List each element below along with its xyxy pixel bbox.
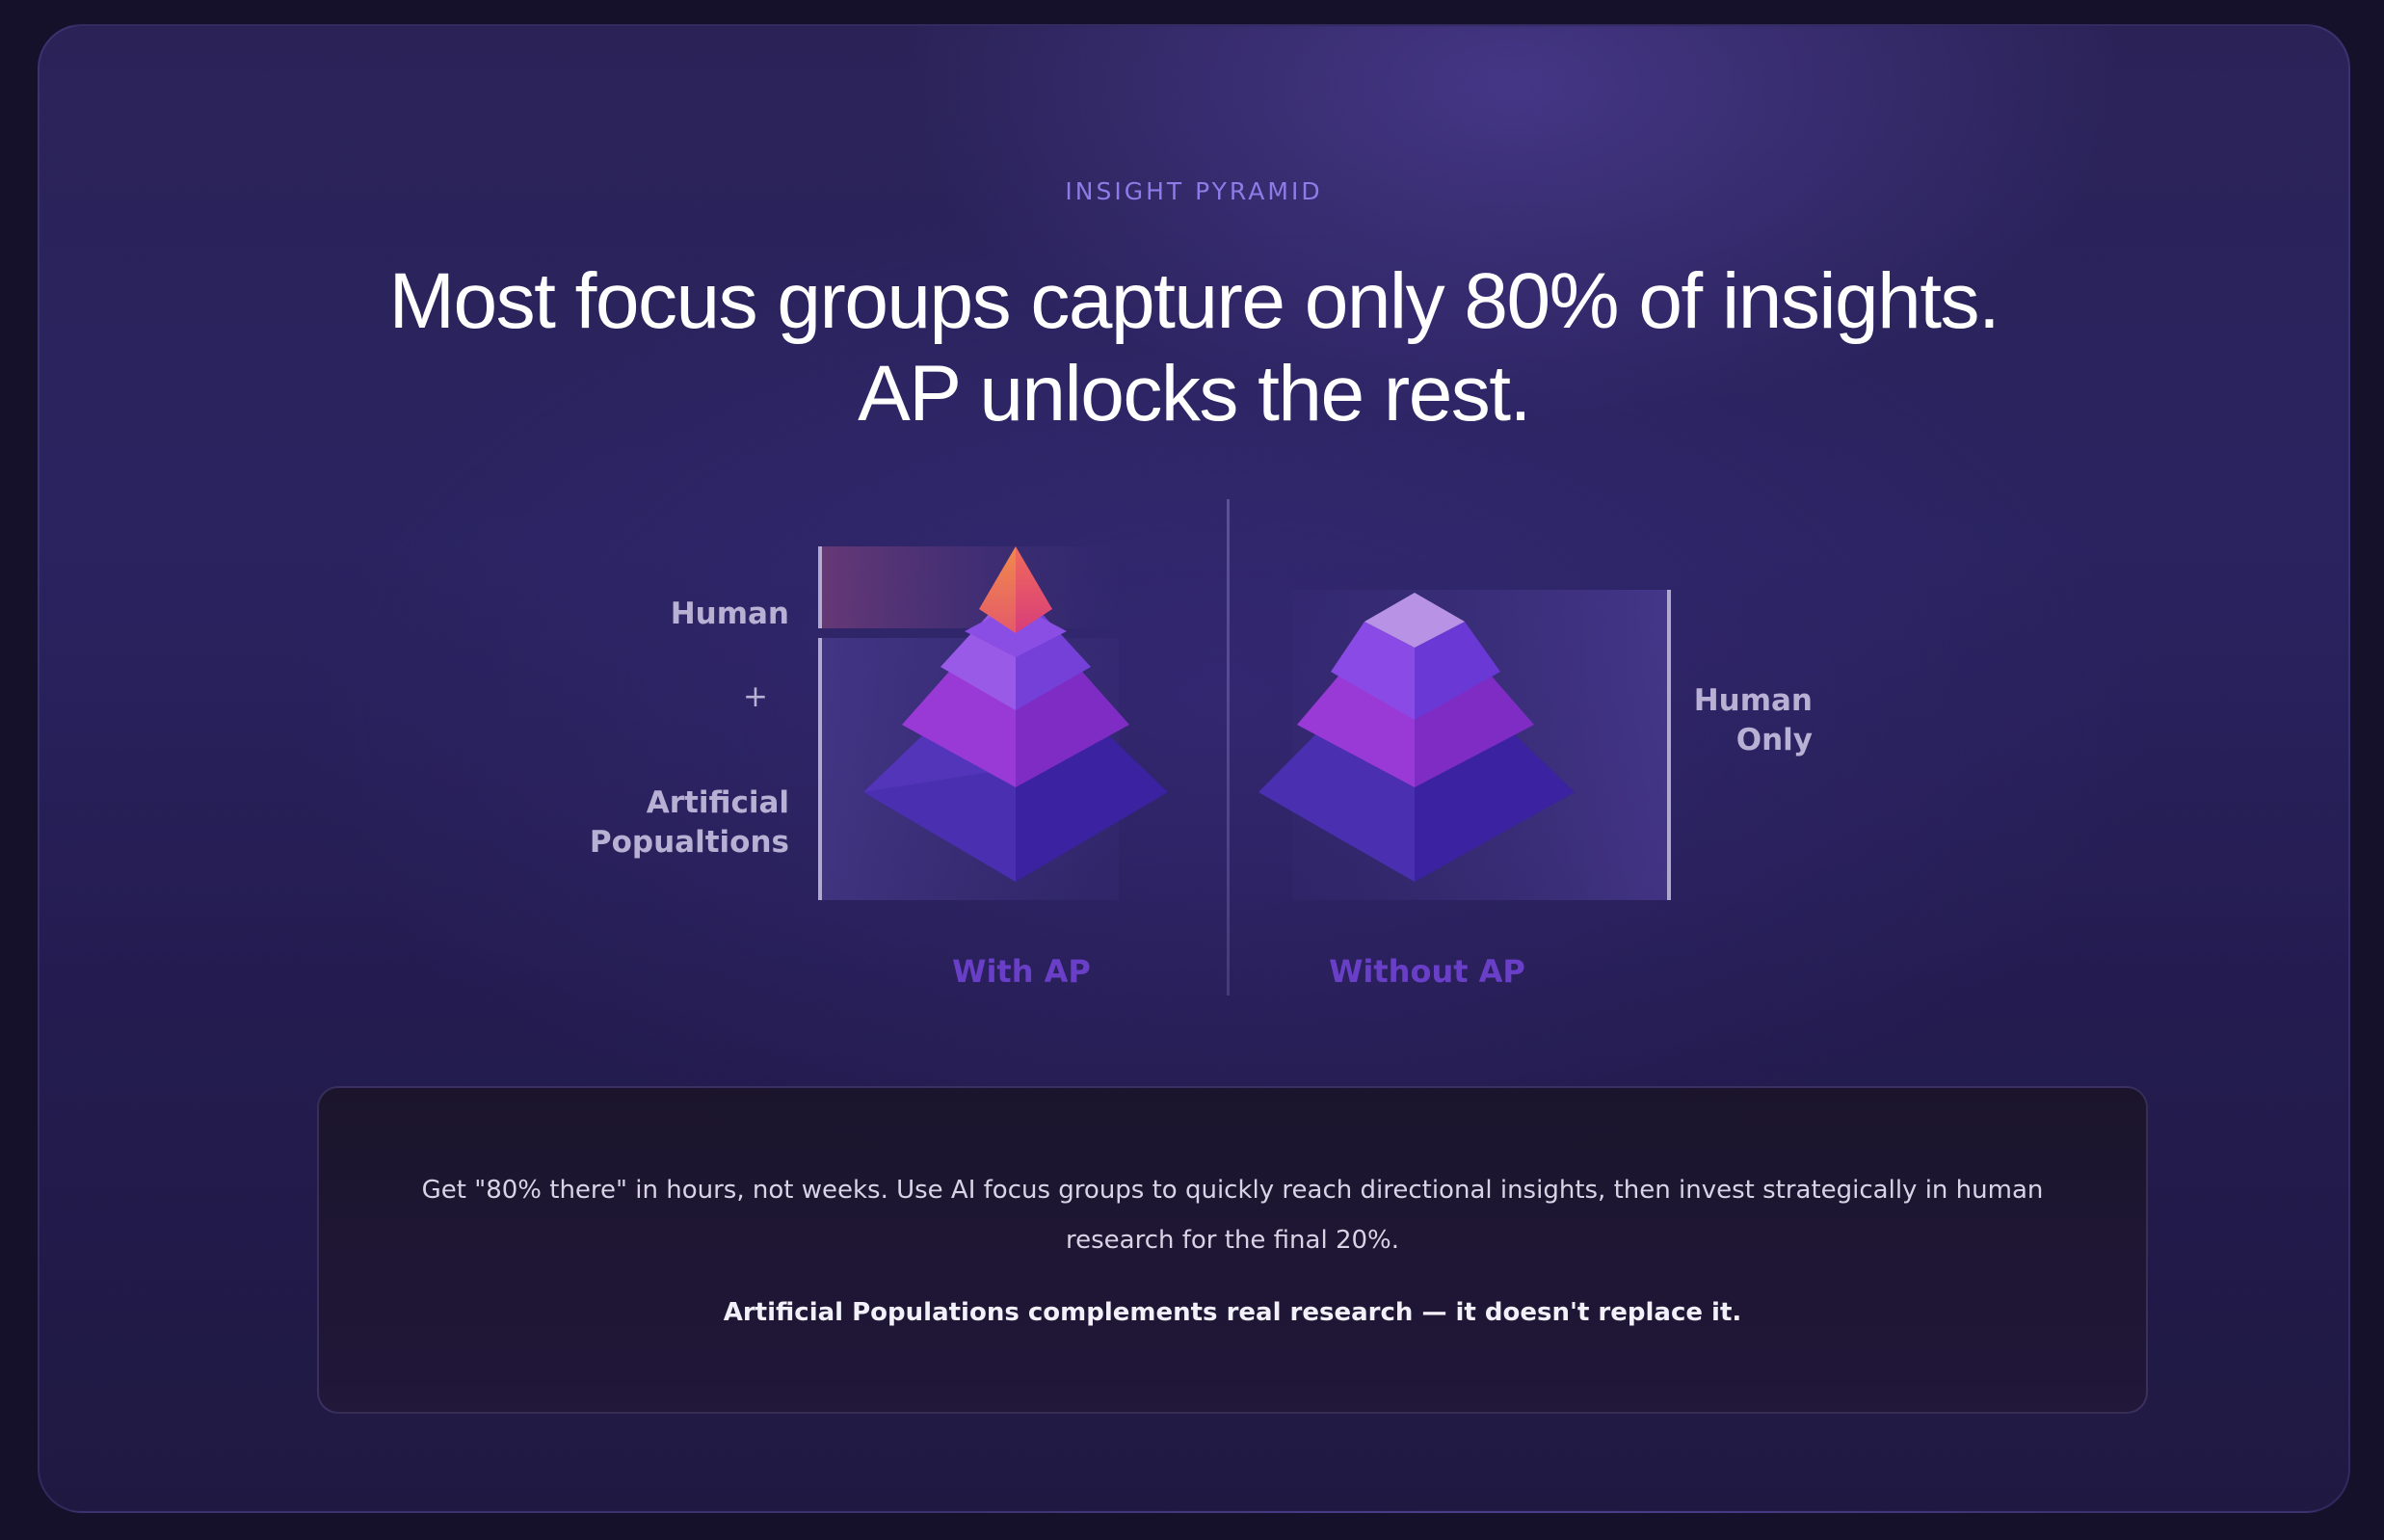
pyramid-illustration: [818, 546, 1671, 900]
label-artificial-line-2: Popualtions: [589, 825, 789, 860]
label-human: Human: [670, 597, 789, 631]
insight-note-box: Get "80% there" in hours, not weeks. Use…: [317, 1086, 2148, 1414]
section-headline: Most focus groups capture only 80% of in…: [40, 255, 2348, 440]
caption-with-ap: With AP: [952, 953, 1091, 990]
caption-without-ap: Without AP: [1329, 953, 1525, 990]
label-human-only: Human Only: [1639, 681, 1813, 760]
headline-line-1: Most focus groups capture only 80% of in…: [388, 257, 2000, 345]
pyramid-without-ap: [1258, 593, 1575, 882]
human-bracket: [818, 546, 822, 628]
pyramid-with-ap: [863, 546, 1168, 882]
label-human-only-line-1: Human: [1693, 683, 1813, 718]
human-band: [820, 546, 1119, 628]
label-artificial-populations: Artificial Popualtions: [579, 783, 789, 863]
human-only-bracket: [1667, 590, 1671, 900]
label-human-only-line-2: Only: [1735, 723, 1813, 757]
headline-line-2: AP unlocks the rest.: [858, 350, 1531, 438]
comparison-divider: [1227, 499, 1230, 996]
note-emphasis: Artificial Populations complements real …: [723, 1298, 1742, 1327]
note-body: Get "80% there" in hours, not weeks. Use…: [421, 1176, 2044, 1255]
label-plus: +: [743, 679, 768, 714]
section-eyebrow: INSIGHT PYRAMID: [1065, 177, 1323, 205]
insight-pyramid-card: INSIGHT PYRAMID Most focus groups captur…: [38, 24, 2350, 1513]
artificial-bracket: [818, 638, 822, 900]
label-artificial-line-1: Artificial: [646, 785, 789, 820]
